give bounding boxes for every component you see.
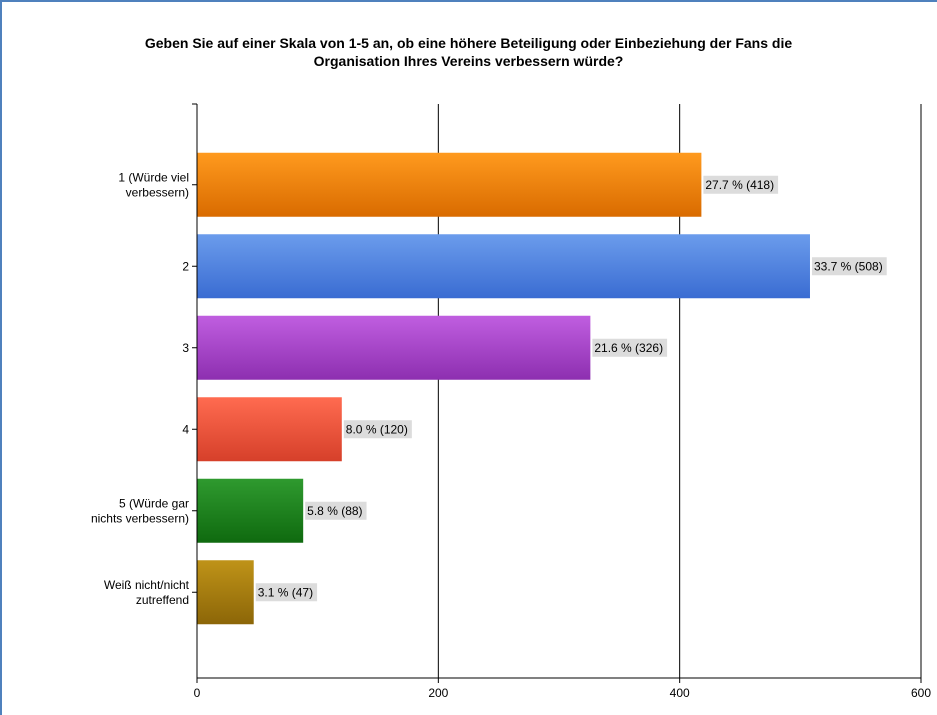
data-label-4: 8.0 % (120) xyxy=(346,422,408,436)
category-label-5-line-1: 5 (Würde gar xyxy=(119,496,189,510)
chart-title: Geben Sie auf einer Skala von 1-5 an, ob… xyxy=(0,34,937,70)
category-label-6: Weiß nicht/nicht zutreffend xyxy=(104,578,190,607)
axes: 1 (Würde viel verbessern) 2 3 4 5 (Würde gar n… xyxy=(91,103,931,700)
bar-2 xyxy=(197,234,810,299)
data-label-bg-1 xyxy=(703,175,779,194)
data-label-3: 21.6 % (326) xyxy=(594,341,663,355)
bar-4 xyxy=(197,397,342,462)
chart-title-line-1: Geben Sie auf einer Skala von 1-5 an, ob… xyxy=(144,35,793,51)
category-label-3: 3 xyxy=(182,341,189,355)
category-label-4: 4 xyxy=(182,422,189,436)
category-label-2: 2 xyxy=(182,259,189,273)
category-label-1: 1 (Würde viel verbessern) xyxy=(118,170,189,199)
category-label-4-line-1: 4 xyxy=(182,422,189,436)
category-label-6-line-2: zutreffend xyxy=(136,593,189,607)
data-label-bg-5 xyxy=(305,501,367,520)
category-label-1-line-2: verbessern) xyxy=(126,185,189,199)
bar-3 xyxy=(197,315,591,380)
x-tick-label-200: 200 xyxy=(428,686,448,700)
x-tick-label-400: 400 xyxy=(670,686,690,700)
data-label-5: 5.8 % (88) xyxy=(307,504,362,518)
chart-title-line-2: Organisation Ihres Vereins verbessern wü… xyxy=(313,53,624,69)
x-tick-label-600: 600 xyxy=(911,686,931,700)
data-label-2: 33.7 % (508) xyxy=(814,259,883,273)
data-label-bg-2 xyxy=(811,257,887,276)
x-tick-label-0: 0 xyxy=(194,686,201,700)
data-label-bg-6 xyxy=(255,583,318,602)
bars: 27.7 % (418) 33.7 % (508) 21.6 % (326) 8.0 … xyxy=(197,152,887,625)
category-label-5: 5 (Würde gar nichts verbessern) xyxy=(91,496,189,525)
data-label-bg-4 xyxy=(343,420,412,439)
data-label-bg-3 xyxy=(592,338,668,357)
data-label-1: 27.7 % (418) xyxy=(705,178,774,192)
category-label-5-line-2: nichts verbessern) xyxy=(91,511,189,525)
bar-6 xyxy=(197,560,254,625)
category-label-6-line-1: Weiß nicht/nicht xyxy=(104,578,190,592)
category-label-1-line-1: 1 (Würde viel xyxy=(118,170,189,184)
data-label-6: 3.1 % (47) xyxy=(258,585,313,599)
bar-5 xyxy=(197,478,304,543)
category-label-2-line-1: 2 xyxy=(182,259,189,273)
category-label-3-line-1: 3 xyxy=(182,341,189,355)
bar-1 xyxy=(197,152,702,217)
